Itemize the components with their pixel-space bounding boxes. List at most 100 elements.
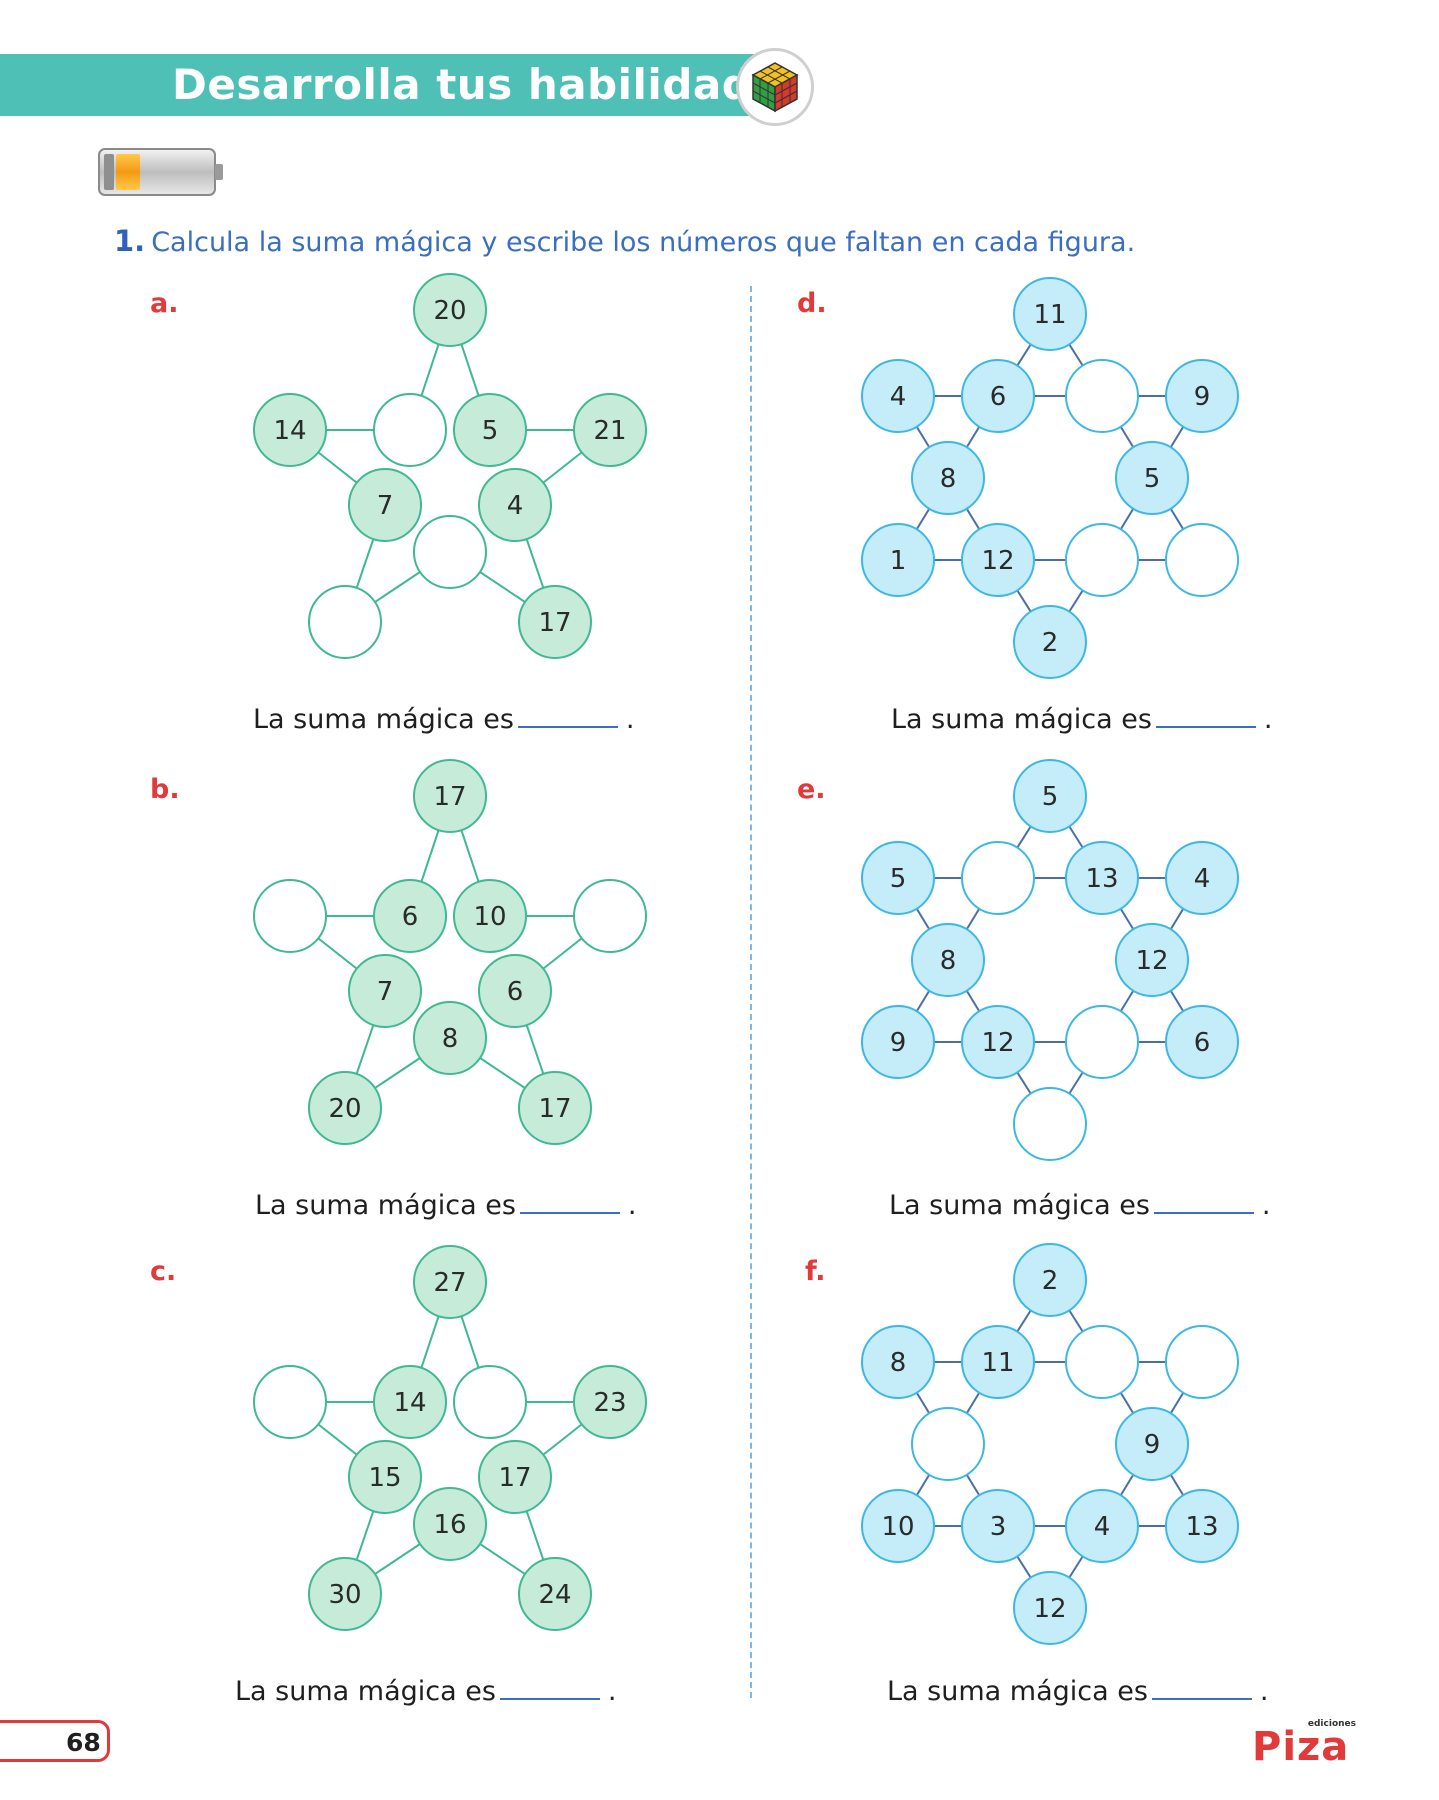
empty-circle[interactable] <box>1165 523 1239 597</box>
circle-value: 23 <box>593 1388 626 1418</box>
star-puzzle-c: 27 14 23 17 24 16 30 15 <box>253 1245 647 1631</box>
number-circle <box>518 585 592 659</box>
number-circle <box>308 1071 382 1145</box>
empty-circle[interactable] <box>961 841 1035 915</box>
circle-value: 17 <box>498 1463 531 1493</box>
empty-circle[interactable] <box>1065 1005 1139 1079</box>
number-circle <box>1115 441 1189 515</box>
circle-value: 4 <box>890 382 907 412</box>
number-circle <box>373 1365 447 1439</box>
number-circle <box>961 1005 1035 1079</box>
number-circle <box>861 1005 935 1079</box>
number-circle <box>861 523 935 597</box>
empty-circle[interactable] <box>1013 1087 1087 1161</box>
task-text: Calcula la suma mágica y escribe los núm… <box>151 227 1136 258</box>
number-circle <box>861 1489 935 1563</box>
page-number-box <box>0 1720 110 1762</box>
circle-value: 7 <box>377 977 394 1007</box>
number-circle <box>253 393 327 467</box>
empty-circle[interactable] <box>413 515 487 589</box>
answer-blank-a[interactable] <box>517 700 618 728</box>
number-circle <box>1013 1571 1087 1645</box>
number-circle <box>911 441 985 515</box>
number-circle <box>373 879 447 953</box>
circle-value: 16 <box>433 1510 466 1540</box>
answer-blank-b[interactable] <box>519 1186 620 1214</box>
caption-end: . <box>1263 704 1273 735</box>
caption-f: La suma mágica es. <box>887 1672 1269 1707</box>
caption-text: La suma mágica es <box>255 1190 516 1221</box>
circle-value: 4 <box>507 491 524 521</box>
empty-circle[interactable] <box>308 585 382 659</box>
answer-blank-c[interactable] <box>499 1672 600 1700</box>
caption-a: La suma mágica es. <box>253 700 635 735</box>
empty-circle[interactable] <box>253 1365 327 1439</box>
number-circle <box>1165 841 1239 915</box>
caption-end: . <box>625 704 635 735</box>
empty-circle[interactable] <box>453 1365 527 1439</box>
circle-value: 30 <box>328 1580 361 1610</box>
circle-value: 6 <box>990 382 1007 412</box>
circle-value: 9 <box>890 1028 907 1058</box>
circle-value: 11 <box>1033 300 1066 330</box>
number-circle <box>413 759 487 833</box>
number-circle <box>961 1489 1035 1563</box>
number-circle <box>1115 1407 1189 1481</box>
number-circle <box>1013 277 1087 351</box>
number-circle <box>348 468 422 542</box>
circle-value: 14 <box>393 1388 426 1418</box>
circle-value: 7 <box>377 491 394 521</box>
empty-circle[interactable] <box>573 879 647 953</box>
circle-value: 20 <box>433 296 466 326</box>
hexagram-puzzle-f: 2 11 9 13 4 12 3 10 8 <box>861 1243 1239 1645</box>
number-circle <box>413 1245 487 1319</box>
caption-b: La suma mágica es. <box>255 1186 637 1221</box>
circle-value: 15 <box>368 1463 401 1493</box>
circle-value: 13 <box>1085 864 1118 894</box>
answer-blank-d[interactable] <box>1155 700 1256 728</box>
number-circle <box>1013 1243 1087 1317</box>
caption-c: La suma mágica es. <box>235 1672 617 1707</box>
empty-circle[interactable] <box>1065 359 1139 433</box>
empty-circle[interactable] <box>1065 1325 1139 1399</box>
number-circle <box>961 523 1035 597</box>
answer-blank-e[interactable] <box>1153 1186 1254 1214</box>
publisher-logo: ediciones Piza <box>1252 1719 1356 1768</box>
circle-value: 8 <box>890 1348 907 1378</box>
puzzle-label-d: d. <box>797 288 827 319</box>
circle-value: 10 <box>473 902 506 932</box>
answer-blank-f[interactable] <box>1151 1672 1252 1700</box>
puzzle-label-e: e. <box>797 774 826 805</box>
caption-e: La suma mágica es. <box>889 1186 1271 1221</box>
number-circle <box>413 273 487 347</box>
circle-value: 9 <box>1194 382 1211 412</box>
star-puzzle-b: 17 6 10 6 17 8 20 7 <box>253 759 647 1145</box>
caption-text: La suma mágica es <box>253 704 514 735</box>
empty-circle[interactable] <box>373 393 447 467</box>
circle-value: 6 <box>402 902 419 932</box>
number-circle <box>1065 1489 1139 1563</box>
circle-value: 27 <box>433 1268 466 1298</box>
circle-value: 8 <box>940 464 957 494</box>
column-divider <box>750 286 752 1698</box>
puzzle-label-c: c. <box>150 1256 177 1287</box>
number-circle <box>861 359 935 433</box>
circle-value: 5 <box>1042 782 1059 812</box>
battery-icon <box>98 148 223 196</box>
circle-value: 12 <box>1033 1594 1066 1624</box>
empty-circle[interactable] <box>1165 1325 1239 1399</box>
circle-value: 5 <box>482 416 499 446</box>
circle-value: 2 <box>1042 1266 1059 1296</box>
empty-circle[interactable] <box>1065 523 1139 597</box>
circle-value: 17 <box>538 608 571 638</box>
number-circle <box>861 1325 935 1399</box>
caption-text: La suma mágica es <box>887 1676 1148 1707</box>
number-circle <box>478 468 552 542</box>
empty-circle[interactable] <box>911 1407 985 1481</box>
logo-small-text: ediciones <box>1308 1719 1356 1729</box>
logo-main-text: Piza <box>1252 1724 1349 1768</box>
empty-circle[interactable] <box>253 879 327 953</box>
hexagram-puzzle-d: 11 6 9 5 2 12 1 8 4 <box>861 277 1239 679</box>
number-circle <box>573 393 647 467</box>
circle-value: 6 <box>1194 1028 1211 1058</box>
